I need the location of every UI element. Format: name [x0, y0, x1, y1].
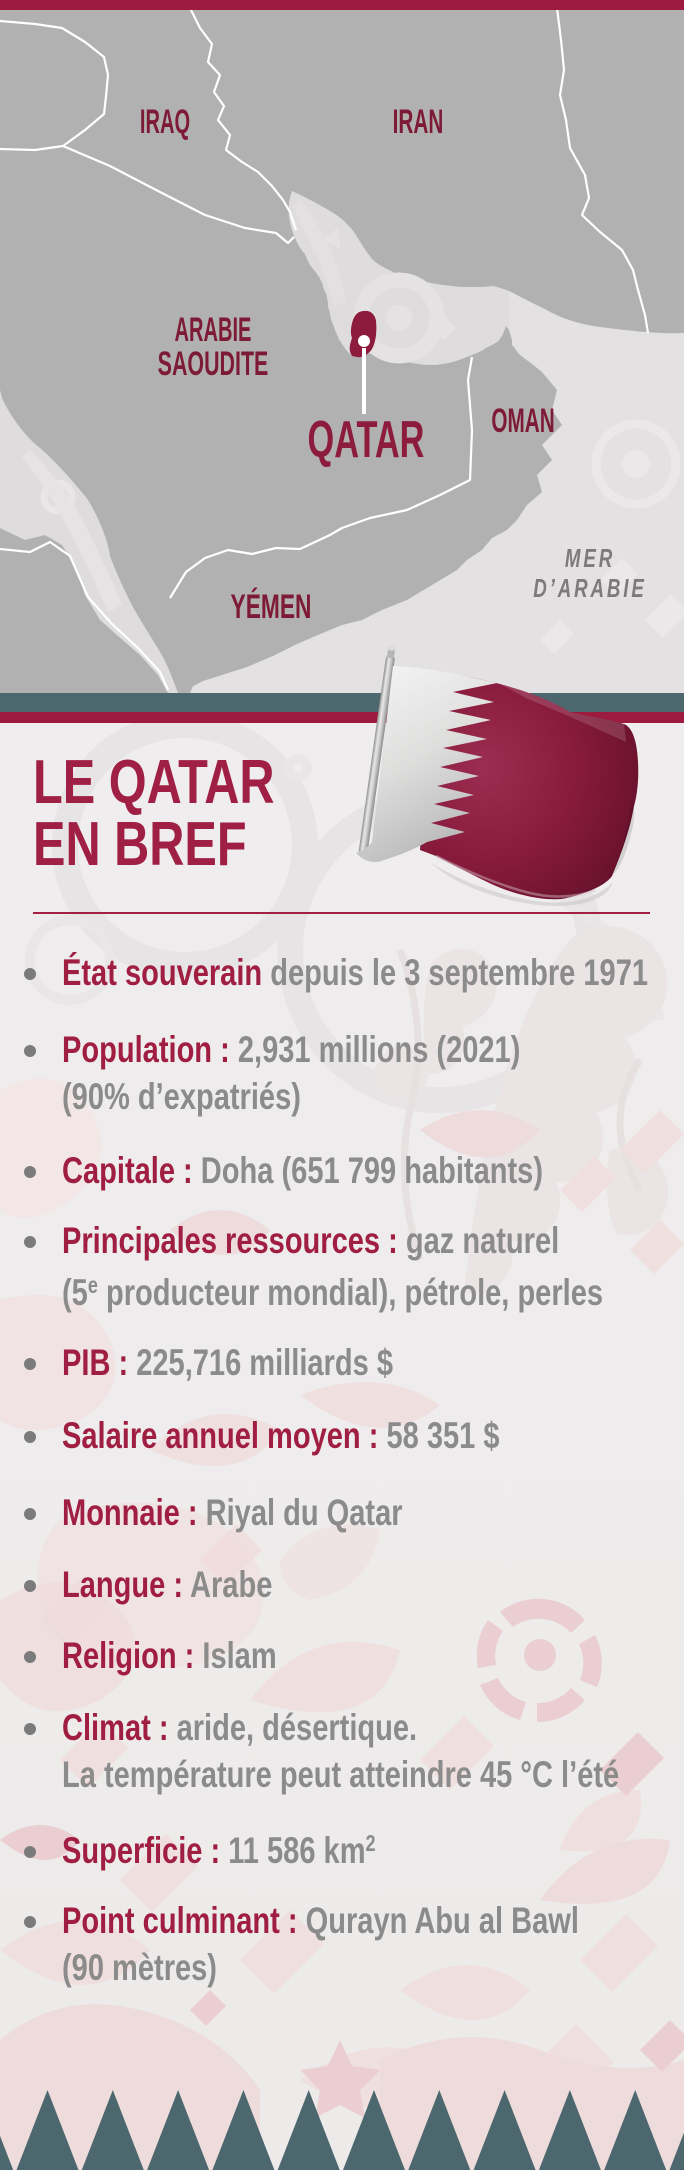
- svg-text:MER: MER: [565, 543, 615, 573]
- svg-text:ARABIE: ARABIE: [175, 311, 252, 349]
- svg-text:YÉMEN: YÉMEN: [231, 586, 312, 626]
- svg-text:D’ARABIE: D’ARABIE: [533, 573, 646, 603]
- svg-text:QATAR: QATAR: [308, 411, 425, 469]
- svg-text:IRAN: IRAN: [393, 103, 444, 140]
- svg-text:SAOUDITE: SAOUDITE: [158, 345, 269, 383]
- svg-text:OMAN: OMAN: [491, 402, 554, 439]
- svg-text:IRAQ: IRAQ: [140, 103, 190, 141]
